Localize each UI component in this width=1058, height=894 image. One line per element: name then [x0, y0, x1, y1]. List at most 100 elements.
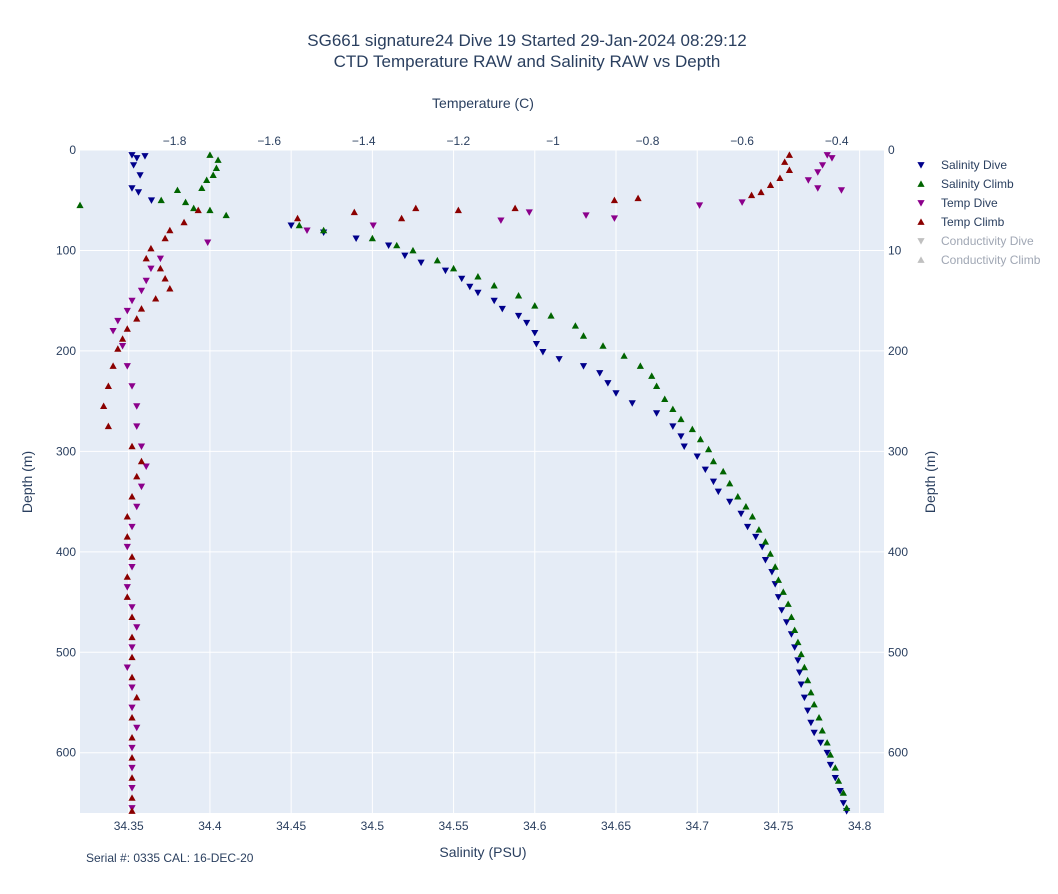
y-tick-label: 100 [56, 243, 76, 257]
temp-climb-point [128, 713, 136, 721]
salinity-climb-point [214, 156, 222, 163]
temp-climb-point [128, 442, 136, 450]
salinity-climb-point [636, 362, 644, 369]
legend[interactable]: Salinity Dive Salinity Climb Temp Dive Temp… [917, 158, 1041, 267]
series-temp-climb [100, 151, 794, 814]
y-tick-label: 500 [56, 645, 76, 659]
salinity-dive-point [826, 761, 834, 769]
salinity-dive-point [458, 275, 466, 283]
temp-dive-point [128, 604, 136, 611]
temp-climb-point [128, 492, 136, 500]
temp-dive-point [814, 185, 822, 192]
legend-label: Salinity Dive [941, 158, 1007, 172]
temp-dive-point [118, 343, 127, 350]
legend-item-conductivity-climb[interactable]: Conductivity Climb [917, 253, 1041, 267]
salinity-dive-point [795, 669, 804, 676]
legend-item-conductivity-dive[interactable]: Conductivity Dive [917, 234, 1034, 248]
salinity-dive-point [782, 619, 791, 626]
salinity-climb-point [409, 246, 417, 254]
temp-dive-point [133, 624, 141, 631]
temp-dive-point [303, 227, 311, 234]
salinity-dive-point [839, 800, 847, 807]
salinity-climb-point [843, 804, 851, 811]
temp-climb-point [128, 734, 136, 741]
salinity-dive-point [401, 252, 409, 260]
salinity-dive-point [677, 433, 685, 440]
salinity-dive-point [791, 644, 799, 651]
salinity-climb-point [368, 234, 376, 242]
salinity-dive-point [514, 312, 523, 320]
salinity-climb-point [212, 164, 221, 171]
x2-tick-label: −1.4 [352, 134, 376, 148]
salinity-climb-point [818, 727, 826, 734]
legend-item-salinity-dive[interactable]: Salinity Dive [917, 158, 1007, 172]
temp-dive-point [837, 187, 846, 194]
x-tick-label: 34.7 [686, 819, 710, 833]
salinity-climb-point [804, 676, 812, 684]
y-tick-label: 400 [56, 545, 76, 559]
legend-label: Conductivity Dive [941, 234, 1034, 248]
salinity-climb-point [206, 151, 214, 158]
salinity-climb-point [709, 457, 718, 465]
salinity-dive-point [653, 410, 661, 417]
salinity-dive-point [128, 152, 136, 159]
salinity-dive-point [778, 607, 786, 614]
legend-label: Conductivity Climb [941, 253, 1041, 267]
temp-climb-point [133, 315, 141, 322]
salinity-climb-point [800, 663, 809, 671]
temp-climb-point [128, 794, 136, 801]
temp-dive-point [128, 297, 136, 305]
temp-climb-point [781, 158, 789, 165]
temp-climb-point [133, 693, 141, 701]
salinity-dive-point [133, 155, 141, 162]
temp-climb-point [123, 533, 131, 540]
salinity-climb-point [190, 204, 198, 212]
salinity-dive-point [714, 488, 722, 496]
legend-item-temp-dive[interactable]: Temp Dive [917, 196, 998, 210]
temp-dive-point [828, 155, 836, 162]
salinity-climb-point [794, 638, 802, 646]
temp-climb-point [152, 295, 160, 302]
bottom-axis-title: Salinity (PSU) [439, 844, 526, 860]
temp-climb-point [156, 264, 164, 272]
salinity-climb-point [181, 198, 190, 206]
temp-dive-point [123, 584, 131, 591]
salinity-climb-point [449, 264, 458, 272]
temp-dive-point [142, 277, 150, 285]
temp-dive-point [128, 383, 136, 390]
temp-dive-point [823, 152, 831, 159]
salinity-climb-point [320, 226, 328, 234]
salinity-climb-point [704, 445, 713, 453]
salinity-climb-point [547, 312, 555, 319]
salinity-dive-point [831, 774, 839, 782]
salinity-dive-point [136, 172, 144, 179]
salinity-climb-point [393, 241, 401, 249]
salinity-dive-point [539, 349, 547, 356]
salinity-dive-point [693, 453, 701, 460]
y-tick-label: 600 [56, 746, 76, 760]
salinity-climb-point [157, 196, 165, 204]
y2-tick-label: 500 [888, 645, 908, 659]
salinity-climb-point [766, 550, 774, 557]
temp-climb-point [100, 402, 108, 410]
y2-tick-label: 10 [888, 243, 902, 257]
temp-dive-point [128, 785, 136, 792]
temp-climb-point [128, 774, 136, 781]
temp-dive-point [109, 327, 117, 335]
legend-item-salinity-climb[interactable]: Salinity Climb [917, 177, 1014, 191]
salinity-climb-point [771, 563, 779, 570]
salinity-climb-point [677, 415, 685, 423]
x-tick-label: 34.8 [848, 819, 872, 833]
temp-dive-point [137, 443, 146, 450]
salinity-climb-point [755, 526, 763, 533]
temp-climb-point [104, 422, 112, 430]
salinity-dive-point [555, 356, 563, 363]
temp-dive-point [133, 503, 141, 511]
legend-item-temp-climb[interactable]: Temp Climb [917, 215, 1005, 229]
salinity-dive-point [817, 739, 825, 747]
series-salinity-climb [76, 151, 851, 811]
salinity-dive-point [128, 185, 136, 192]
temp-dive-point [156, 255, 164, 263]
axis-ticks: 34.35 34.4 34.45 34.5 34.55 34.6 34.65 34.7 34.7… [56, 134, 908, 833]
